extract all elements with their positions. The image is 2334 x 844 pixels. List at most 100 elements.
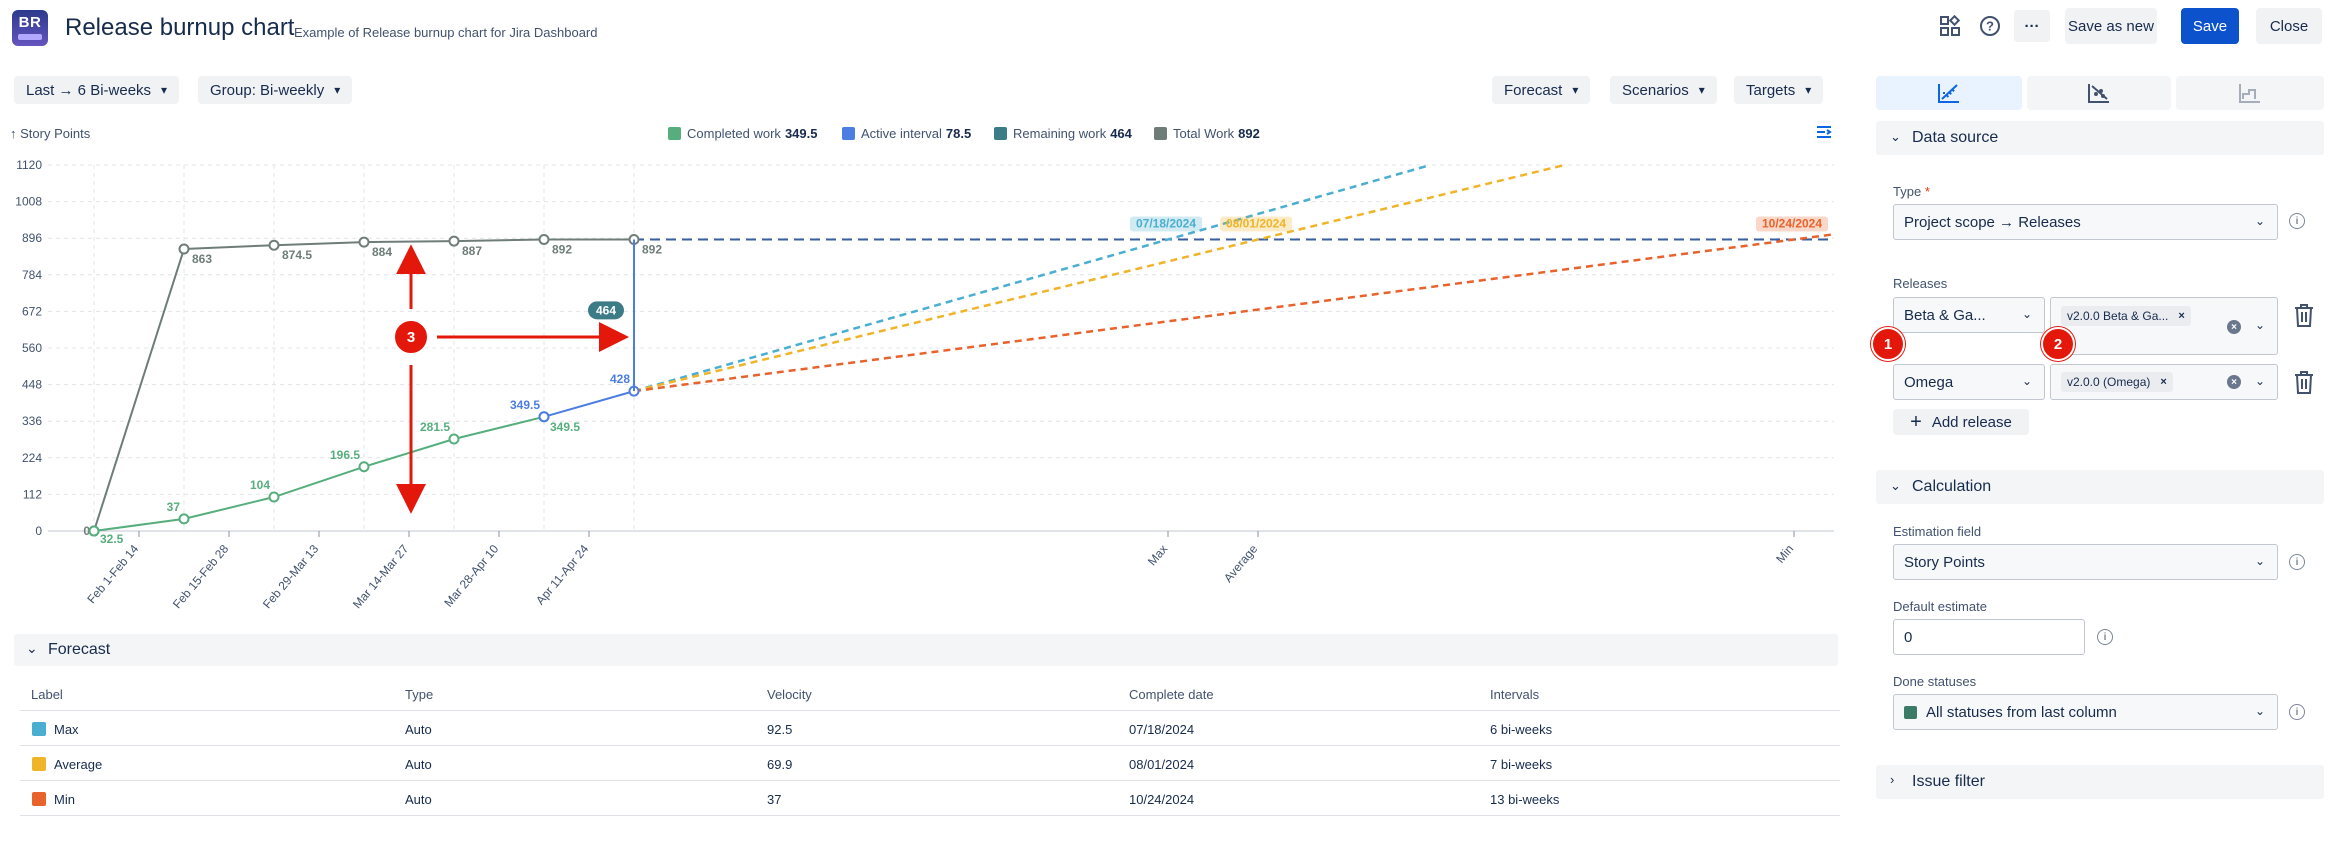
x-tick-label: Feb 1-Feb 14 xyxy=(84,542,141,606)
table-row: Average Auto 69.9 08/01/2024 7 bi-weeks xyxy=(20,746,1840,781)
annotation-marker-1: 1 xyxy=(1871,327,1905,361)
forecast-label: Max xyxy=(54,722,79,737)
forecast-intervals: 13 bi-weeks xyxy=(1490,792,1560,807)
clear-icon[interactable]: × xyxy=(2227,375,2241,389)
forecast-table: Label Type Velocity Complete date Interv… xyxy=(20,676,1840,816)
legend-active[interactable]: Active interval 78.5 xyxy=(842,126,971,141)
release-chip-label: v2.0.0 (Omega) xyxy=(2067,375,2151,389)
forecast-type: Auto xyxy=(405,722,432,737)
legend-label: Remaining work xyxy=(1013,126,1107,141)
info-icon[interactable]: i xyxy=(2097,629,2113,645)
legend-label: Active interval xyxy=(861,126,942,141)
chevron-down-icon: ⌄ xyxy=(2254,554,2265,568)
column-header: Complete date xyxy=(1129,687,1214,702)
release-project-value: Omega xyxy=(1904,373,1954,391)
remove-chip-icon[interactable]: × xyxy=(2178,310,2185,322)
issue-filter-section-header[interactable]: › Issue filter xyxy=(1876,765,2324,799)
widgets-icon[interactable] xyxy=(1934,10,1966,42)
targets-menu[interactable]: Targets ▾ xyxy=(1734,76,1824,104)
forecast-label: Forecast xyxy=(1504,81,1563,99)
legend-total[interactable]: Total Work 892 xyxy=(1154,126,1260,141)
add-release-button[interactable]: + Add release xyxy=(1893,409,2029,435)
delete-release-icon[interactable] xyxy=(2293,369,2315,395)
delete-release-icon[interactable] xyxy=(2293,302,2315,328)
release-versions-select-2[interactable]: v2.0.0 (Omega) × × ⌄ xyxy=(2050,364,2278,400)
forecast-tick-label: Max xyxy=(1145,542,1170,568)
data-label: 196.5 xyxy=(330,448,360,462)
scatter-chart-icon xyxy=(2088,84,2109,103)
y-tick-label: 336 xyxy=(22,414,42,428)
step-chart-icon xyxy=(2239,84,2260,103)
data-point xyxy=(538,234,550,246)
calculation-section-header[interactable]: ⌄ Calculation xyxy=(1876,470,2324,504)
legend-label: Completed work xyxy=(687,126,781,141)
more-button[interactable]: ··· xyxy=(2014,10,2050,42)
remaining-work-label: 464 xyxy=(596,303,616,317)
y-tick-label: 672 xyxy=(22,304,42,318)
forecast-section-header[interactable]: ⌄ Forecast xyxy=(14,634,1838,666)
forecast-date-label: 08/01/2024 xyxy=(1226,217,1286,231)
x-tick-label: Feb 15-Feb 28 xyxy=(170,542,232,612)
release-chip: v2.0.0 Beta & Ga... × xyxy=(2061,306,2191,326)
estimation-field-select[interactable]: Story Points ⌄ xyxy=(1893,544,2278,580)
forecast-date-badge xyxy=(1220,216,1292,232)
data-label: 863 xyxy=(192,252,212,266)
tab-scatter-chart[interactable] xyxy=(2027,76,2171,110)
forecast-swatch xyxy=(32,757,46,771)
forecast-line-min xyxy=(633,233,1835,393)
forecast-intervals: 7 bi-weeks xyxy=(1490,757,1553,772)
data-label: 892 xyxy=(552,243,572,257)
chevron-down-icon: ⌄ xyxy=(2021,374,2032,388)
chart-settings-icon[interactable] xyxy=(1814,122,1834,142)
legend-value: 892 xyxy=(1238,126,1260,141)
default-estimate-value: 0 xyxy=(1904,628,1913,646)
chevron-down-icon: ⌄ xyxy=(2021,307,2032,321)
info-icon[interactable]: i xyxy=(2289,213,2305,229)
forecast-swatch xyxy=(32,792,46,806)
default-estimate-input[interactable]: 0 xyxy=(1893,619,2085,655)
burnup-chart: ↑ Story Points 0 112 224 336 448 560 672 784 896 1… xyxy=(10,126,1835,612)
data-point xyxy=(538,411,550,423)
legend-remaining[interactable]: Remaining work 464 xyxy=(994,126,1132,141)
close-button[interactable]: Close xyxy=(2256,8,2322,44)
info-icon[interactable]: i xyxy=(2289,704,2305,720)
tab-step-chart[interactable] xyxy=(2176,76,2324,110)
svg-text:?: ? xyxy=(1986,19,1994,34)
done-statuses-select[interactable]: All statuses from last column ⌄ xyxy=(1893,694,2278,730)
chevron-down-icon: ▾ xyxy=(1572,83,1579,97)
release-versions-select-1[interactable]: v2.0.0 Beta & Ga... × × ⌄ xyxy=(2050,297,2278,355)
group-select[interactable]: Group: Bi-weekly ▾ xyxy=(198,76,353,104)
data-source-section-header[interactable]: ⌄ Data source xyxy=(1876,121,2324,155)
forecast-date-label: 10/24/2024 xyxy=(1762,217,1822,231)
range-select[interactable]: Last → 6 Bi-weeks ▾ xyxy=(14,76,180,104)
chevron-down-icon: ▾ xyxy=(1698,83,1705,97)
help-icon[interactable]: ? xyxy=(1974,10,2006,42)
legend-value: 349.5 xyxy=(784,126,818,141)
chevron-down-icon: ▾ xyxy=(334,83,341,97)
plus-icon: + xyxy=(1910,410,1922,433)
data-point xyxy=(268,491,280,503)
release-project-select-2[interactable]: Omega ⌄ xyxy=(1893,364,2045,400)
done-statuses-value: All statuses from last column xyxy=(1926,703,2117,721)
scenarios-menu[interactable]: Scenarios ▾ xyxy=(1610,76,1717,104)
save-as-new-button[interactable]: Save as new xyxy=(2065,8,2157,44)
remove-chip-icon[interactable]: × xyxy=(2160,376,2167,388)
data-label: 281.5 xyxy=(420,420,450,434)
tab-burnup-chart[interactable] xyxy=(1876,76,2022,110)
targets-label: Targets xyxy=(1746,81,1796,99)
forecast-menu[interactable]: Forecast ▾ xyxy=(1492,76,1591,104)
forecast-date-label: 07/18/2024 xyxy=(1136,217,1196,231)
save-button[interactable]: Save xyxy=(2181,8,2239,44)
data-label: 892 xyxy=(642,243,662,257)
legend-completed[interactable]: Completed work 349.5 xyxy=(668,126,817,141)
type-select[interactable]: Project scope → Releases ⌄ xyxy=(1893,204,2278,240)
clear-icon[interactable]: × xyxy=(2227,320,2241,334)
info-icon[interactable]: i xyxy=(2289,554,2305,570)
x-tick-label: Mar 14-Mar 27 xyxy=(350,542,412,612)
annotation-marker-3 xyxy=(393,319,429,355)
y-tick-label: 784 xyxy=(22,268,42,282)
section-title: Data source xyxy=(1912,129,1999,146)
forecast-line-average xyxy=(633,163,1565,393)
release-project-select-1[interactable]: Beta & Ga... ⌄ xyxy=(1893,297,2045,333)
data-point xyxy=(448,433,460,445)
